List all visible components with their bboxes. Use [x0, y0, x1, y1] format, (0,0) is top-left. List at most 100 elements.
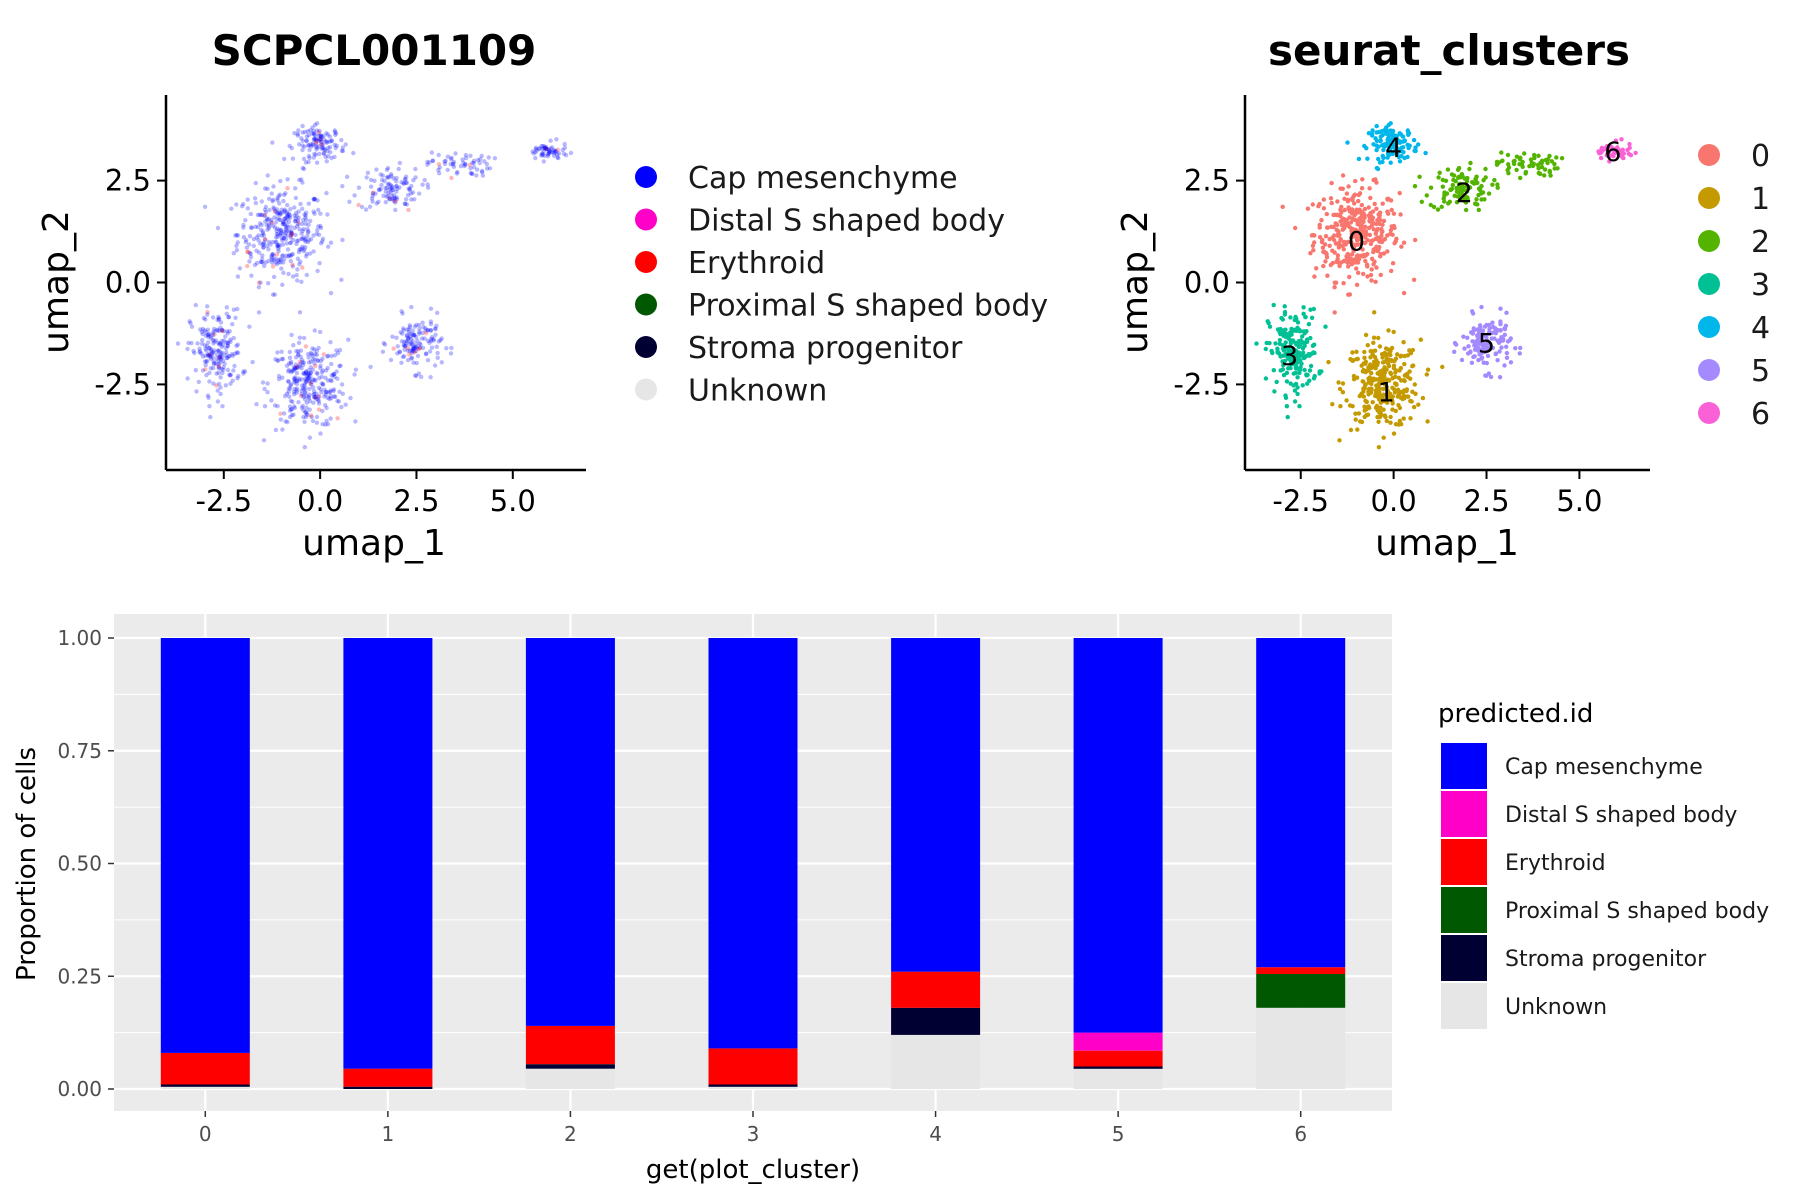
umap-point [1281, 333, 1286, 338]
umap-point [547, 148, 552, 153]
umap-point [211, 365, 216, 371]
umap-point [1374, 265, 1379, 270]
umap-point [323, 139, 328, 144]
umap-point [1378, 134, 1384, 139]
umap-point [291, 367, 297, 372]
legend-label: Distal S shaped body [1505, 803, 1737, 828]
umap-point [298, 201, 303, 207]
umap-point [260, 380, 266, 385]
umap-point [292, 365, 298, 371]
umap-point [216, 314, 221, 320]
umap-point [271, 257, 277, 262]
umap-point [233, 351, 238, 356]
umap-point [269, 191, 274, 196]
umap-point [425, 185, 431, 190]
umap-point [1376, 144, 1381, 149]
bar-segment [343, 1086, 433, 1089]
umap-point [279, 236, 284, 241]
umap-point [450, 162, 456, 167]
umap-point [401, 326, 406, 331]
umap-point [285, 177, 290, 182]
umap-point [1408, 376, 1413, 381]
umap-point [1342, 196, 1347, 201]
umap-point [294, 390, 299, 395]
umap-point [292, 392, 297, 397]
umap-point [329, 373, 334, 378]
bar-segment [708, 638, 798, 1049]
umap-point [1545, 160, 1550, 166]
umap-point [256, 310, 262, 315]
umap-point [1490, 320, 1495, 325]
legend-swatch [1441, 839, 1487, 885]
umap-point [410, 348, 415, 354]
umap-point [463, 152, 469, 158]
umap-point [301, 371, 306, 376]
umap-point [246, 249, 251, 255]
umap-point [227, 354, 232, 359]
umap-point [1489, 336, 1495, 341]
umap-point [542, 153, 547, 159]
umap-point [1312, 240, 1317, 245]
umap-point [424, 351, 429, 356]
umap-point [325, 395, 330, 400]
umap-point [295, 365, 300, 370]
umap-point [279, 356, 285, 362]
umap-point [290, 264, 295, 269]
umap-point [235, 240, 240, 245]
umap-point [1362, 143, 1367, 149]
umap-point [208, 414, 213, 420]
umap-point [218, 353, 223, 358]
umap-point [428, 306, 434, 311]
umap-point [329, 138, 334, 143]
umap-point [1388, 228, 1394, 233]
umap-point [317, 137, 322, 142]
umap-point [1389, 397, 1394, 402]
umap-point [1340, 243, 1345, 249]
bar-segment [525, 638, 615, 1026]
umap-point [432, 326, 438, 331]
umap-point [444, 346, 449, 351]
umap-point [1382, 382, 1388, 387]
umap-point [316, 376, 322, 381]
umap-point [539, 153, 544, 158]
umap-point [429, 345, 435, 350]
umap-point [1346, 264, 1351, 269]
umap-point [400, 311, 405, 316]
umap-point [203, 346, 208, 351]
umap-point [284, 253, 289, 258]
umap-point [1333, 280, 1339, 285]
umap-point [409, 356, 414, 361]
umap-point [1374, 123, 1379, 129]
umap-point [312, 151, 317, 157]
umap-point [314, 420, 320, 425]
umap-point [1333, 241, 1339, 246]
umap-point [185, 376, 190, 381]
umap-point [1347, 274, 1352, 280]
umap-point [294, 379, 299, 384]
umap-point [278, 227, 284, 233]
umap-point [301, 218, 306, 223]
umap-point [1393, 370, 1398, 375]
umap-point [286, 369, 291, 374]
umap-point [278, 411, 283, 416]
bar-segment [343, 638, 433, 1069]
umap-point [331, 371, 337, 377]
umap-point [540, 151, 545, 157]
umap-point [224, 305, 229, 310]
umap-point [219, 351, 224, 356]
umap-point [261, 245, 266, 250]
umap-point [319, 374, 324, 379]
umap-point [313, 395, 318, 400]
umap-point [283, 236, 289, 242]
umap-point [1349, 231, 1355, 237]
umap-point [281, 219, 286, 225]
umap-point [1499, 345, 1504, 350]
umap-point [328, 388, 334, 393]
umap-point [399, 360, 404, 365]
umap-point [296, 209, 301, 214]
umap-point [1267, 324, 1273, 329]
umap-point [545, 154, 551, 159]
umap-point [295, 278, 300, 283]
umap-point [1288, 330, 1293, 335]
y-tick-label: 0.0 [105, 266, 151, 300]
